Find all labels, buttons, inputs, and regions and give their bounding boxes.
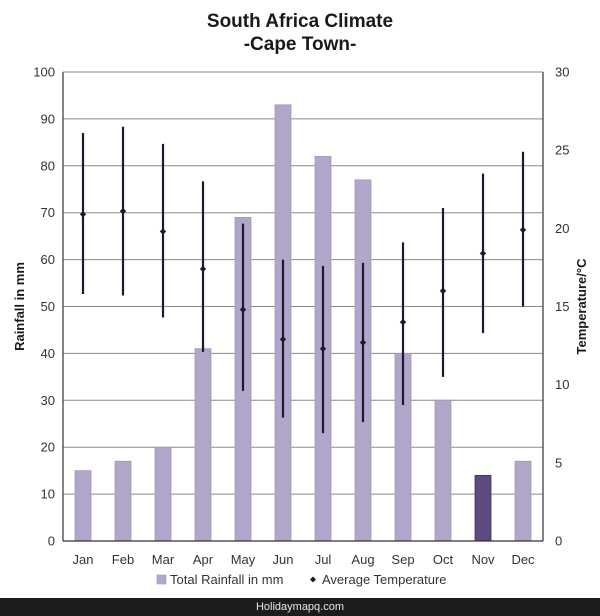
y-tick-label: 90 <box>41 111 55 126</box>
rainfall-bar <box>154 446 172 542</box>
temperature-marker <box>479 250 487 257</box>
x-tick-label: Jan <box>73 552 94 567</box>
y-axis-title: Rainfall in mm <box>12 262 27 351</box>
legend-label-rainfall: Total Rainfall in mm <box>170 572 283 587</box>
rainfall-bar <box>434 399 452 542</box>
temperature-marker <box>319 345 327 352</box>
rainfall-bar <box>114 460 132 542</box>
temperature-marker <box>439 287 447 295</box>
y-tick-label: 0 <box>48 534 55 549</box>
x-tick-label: Dec <box>511 552 535 567</box>
y-tick-label: 70 <box>41 205 55 220</box>
temperature-marker <box>279 336 287 343</box>
chart-title: South Africa Climate <box>206 11 394 32</box>
x-tick-label: Jul <box>315 552 332 567</box>
y-tick-label: 40 <box>41 346 55 361</box>
watermark: Holidaymapq.com <box>0 598 600 616</box>
y-tick-label: 100 <box>33 65 55 80</box>
temperature-marker <box>79 211 87 218</box>
x-tick-label: May <box>231 552 256 567</box>
temperature-marker <box>159 228 167 235</box>
legend-label-temperature: Average Temperature <box>322 572 447 587</box>
x-tick-label: Mar <box>152 552 175 567</box>
chart-subtitle: -Cape Town- <box>243 34 357 55</box>
legend-marker-temperature <box>310 576 316 583</box>
temperature-marker <box>519 226 527 234</box>
x-tick-label: Nov <box>471 552 495 567</box>
y-tick-label: 60 <box>41 252 55 267</box>
temperature-marker <box>399 318 407 326</box>
y-tick-label: 30 <box>41 393 55 408</box>
y-tick-label: 80 <box>41 158 55 173</box>
x-tick-label: Feb <box>112 552 134 567</box>
y2-tick-label: 0 <box>555 534 562 549</box>
x-tick-label: Oct <box>433 552 454 567</box>
temperature-marker <box>119 207 127 215</box>
y2-tick-label: 5 <box>555 455 562 470</box>
rainfall-bar <box>474 474 492 542</box>
temperature-marker <box>199 265 207 273</box>
chart-title-block: South Africa Climate -Cape Town- <box>0 10 600 56</box>
x-tick-label: Aug <box>351 552 374 567</box>
x-tick-label: Jun <box>273 552 294 567</box>
y2-tick-label: 25 <box>555 143 569 158</box>
x-tick-label: Sep <box>391 552 414 567</box>
rainfall-bar <box>74 470 92 542</box>
y-tick-label: 20 <box>41 440 55 455</box>
temperature-marker <box>359 339 367 346</box>
y2-tick-label: 15 <box>555 299 569 314</box>
rainfall-bar <box>514 460 532 542</box>
y2-axis-title: Temperature/°C <box>574 258 589 355</box>
y2-tick-label: 10 <box>555 377 569 392</box>
x-tick-label: Apr <box>193 552 214 567</box>
y-tick-label: 10 <box>41 487 55 502</box>
rainfall-bar <box>194 348 212 542</box>
legend-swatch-rainfall <box>156 574 167 585</box>
y-tick-label: 50 <box>41 299 55 314</box>
temperature-marker <box>239 306 247 313</box>
y2-tick-label: 30 <box>555 65 569 80</box>
y2-tick-label: 20 <box>555 221 569 236</box>
